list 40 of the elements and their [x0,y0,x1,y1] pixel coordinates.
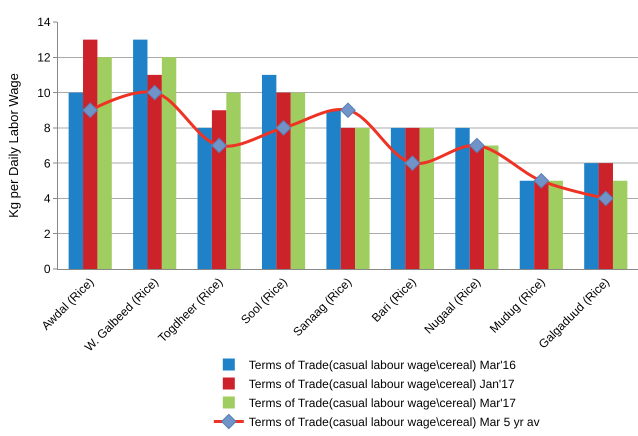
bar [598,163,613,269]
bar [548,180,563,269]
y-tick-label: 6 [44,156,51,170]
y-tick-label: 2 [44,226,51,241]
bar [520,180,534,269]
bar [534,180,549,269]
bar [226,92,241,269]
bar [276,92,291,269]
legend-label: Terms of Trade(casual labour wage\cereal) Jan'17 [248,377,515,392]
legend-label: Terms of Trade(casual labour wage\cereal) Mar'17 [248,396,516,410]
y-tick-label: 12 [37,50,51,64]
bar [68,92,84,269]
bar [262,74,276,269]
bar [290,92,306,269]
y-tick-label: 4 [44,192,51,206]
bar [484,146,498,269]
bar [612,180,628,269]
bar [390,128,406,269]
bar [162,57,176,269]
bar [97,57,112,269]
y-tick-label: 10 [37,86,51,100]
bar [470,146,484,269]
bar [405,128,420,269]
bar [340,128,356,269]
bar [147,74,162,269]
y-tick-label: 8 [44,121,51,136]
bar [83,40,98,269]
bar [212,110,226,269]
legend-label: Terms of Trade(casual labour wage\cereal) Mar'16 [248,358,516,372]
bar [198,128,212,269]
y-tick-label: 0 [44,262,51,276]
y-tick-label: 14 [37,15,51,30]
bar [133,40,148,269]
legend-label: Terms of Trade(casual labour wage\cereal) Mar 5 yr av [248,415,540,430]
bar [420,128,434,269]
bar [326,110,341,269]
bar [455,128,470,269]
y-axis-title: Kg per Daily Labor Wage [6,73,22,218]
bar [355,128,370,269]
bar [584,163,599,269]
